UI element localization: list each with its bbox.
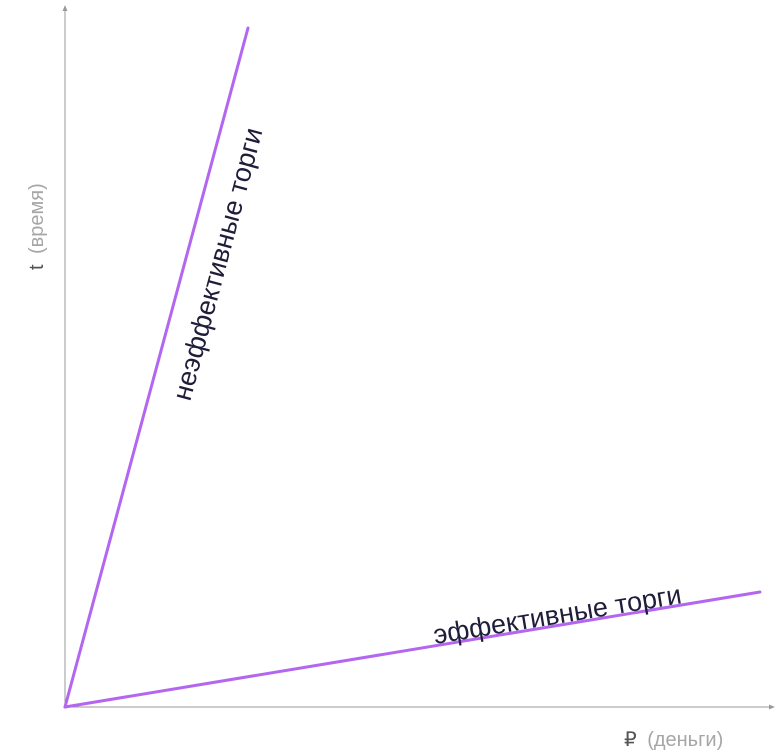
x-axis: [65, 704, 775, 710]
x-axis-arrow-icon: [769, 704, 775, 710]
inefficient-trading-label: неэффективные торги: [167, 124, 269, 403]
x-axis-title: ₽ (деньги): [624, 729, 723, 751]
x-axis-note: (деньги): [647, 729, 723, 751]
y-axis-arrow-icon: [62, 5, 68, 11]
inefficient-trading-line: [63, 26, 250, 709]
y-axis-note: (время): [26, 183, 48, 254]
y-axis-symbol: t: [26, 264, 48, 270]
efficient-trading-label: эффективные торги: [431, 579, 684, 650]
efficient-trading-line: [63, 590, 762, 709]
y-axis-title: t (время): [26, 183, 48, 270]
y-axis: [62, 5, 68, 707]
x-axis-symbol: ₽: [624, 729, 637, 751]
